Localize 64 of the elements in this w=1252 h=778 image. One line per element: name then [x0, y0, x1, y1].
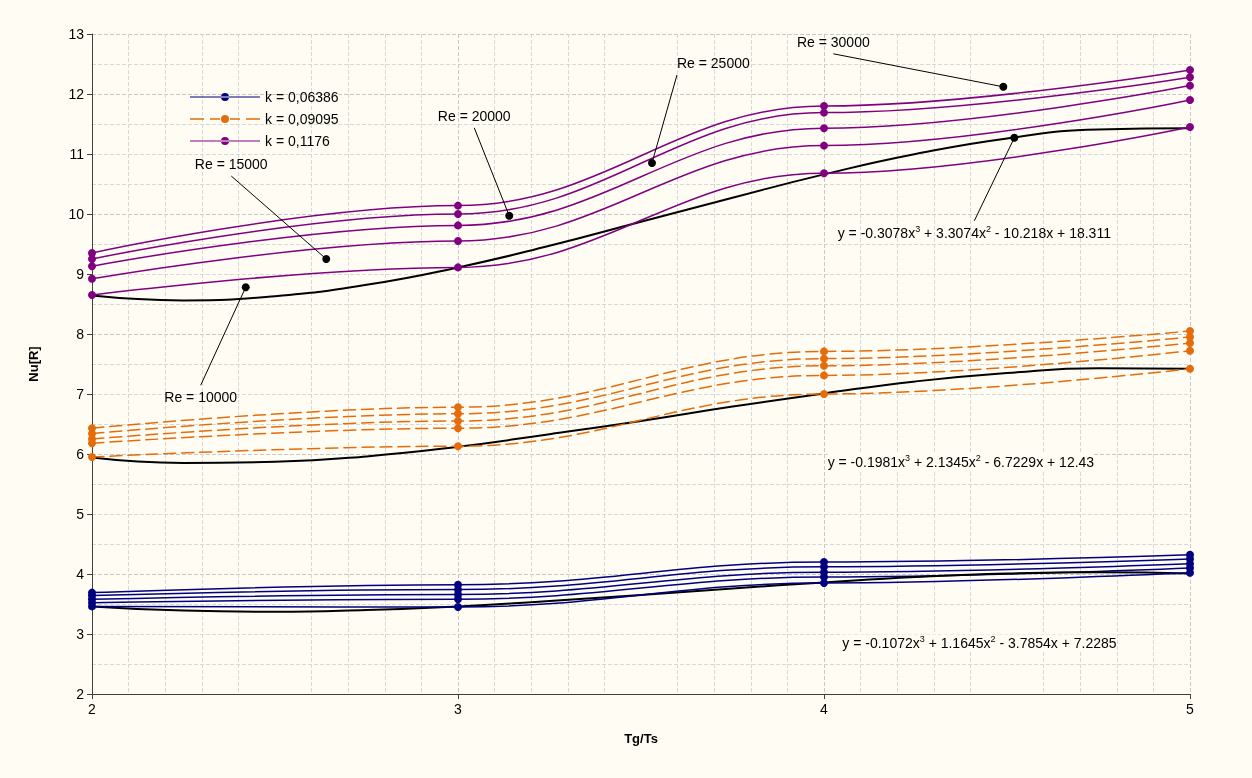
- x-axis-title: Tg/Ts: [624, 731, 658, 746]
- point: [454, 403, 462, 412]
- point: [1186, 123, 1194, 131]
- point: [1186, 364, 1194, 373]
- point: [454, 409, 462, 418]
- point: [820, 361, 828, 370]
- y-tick-label: 2: [76, 686, 85, 702]
- point: [454, 580, 462, 589]
- annotation: Re = 30000: [796, 33, 870, 50]
- x-tick-label: 4: [820, 701, 829, 717]
- point: [1186, 96, 1194, 104]
- point: [454, 237, 462, 245]
- y-tick-label: 3: [76, 626, 85, 642]
- annotation: Re = 10000: [164, 389, 238, 406]
- y-tick-label: 8: [76, 326, 85, 342]
- annotation: Re = 15000: [194, 156, 268, 172]
- point: [820, 371, 828, 380]
- point: [820, 124, 828, 133]
- y-tick-label: 13: [68, 26, 85, 42]
- x-tick-label: 2: [88, 701, 97, 717]
- point: [820, 108, 828, 117]
- point: [454, 221, 462, 230]
- point: [454, 442, 462, 451]
- point: [1186, 81, 1194, 90]
- legend-label: k = 0,09095: [265, 111, 339, 127]
- y-tick-label: 5: [76, 506, 85, 522]
- point: [454, 603, 462, 611]
- annotation: Re = 20000: [437, 107, 511, 124]
- y-tick-label: 9: [76, 266, 85, 282]
- point: [88, 249, 96, 257]
- point: [1186, 73, 1194, 82]
- point: [88, 274, 96, 283]
- legend-label: k = 0,06386: [265, 89, 339, 105]
- point: [820, 141, 828, 150]
- point: [820, 390, 828, 398]
- point: [1186, 66, 1194, 74]
- y-axis-title: Nu[R]: [26, 346, 41, 382]
- annotation: Re = 25000: [676, 55, 750, 71]
- point: [454, 263, 462, 272]
- point: [820, 579, 828, 587]
- point: [454, 417, 462, 425]
- legend-label: k = 0,1176: [265, 133, 330, 149]
- point: [1186, 346, 1194, 355]
- point: [1186, 550, 1194, 559]
- point: [454, 210, 462, 218]
- point: [88, 262, 96, 271]
- point: [88, 453, 96, 461]
- y-tick-label: 10: [68, 206, 85, 222]
- point: [454, 201, 462, 210]
- y-tick-label: 7: [76, 386, 85, 402]
- point: [454, 424, 462, 433]
- y-tick-label: 11: [69, 146, 85, 162]
- point: [820, 102, 828, 110]
- point: [1186, 327, 1194, 335]
- point: [820, 558, 828, 566]
- x-tick-label: 5: [1186, 701, 1195, 717]
- y-tick-label: 4: [76, 566, 85, 582]
- point: [820, 169, 828, 178]
- x-tick-label: 3: [454, 701, 463, 717]
- point: [820, 354, 828, 363]
- y-tick-label: 6: [76, 446, 85, 462]
- point: [88, 291, 96, 299]
- y-tick-label: 12: [68, 86, 85, 102]
- point: [820, 347, 828, 356]
